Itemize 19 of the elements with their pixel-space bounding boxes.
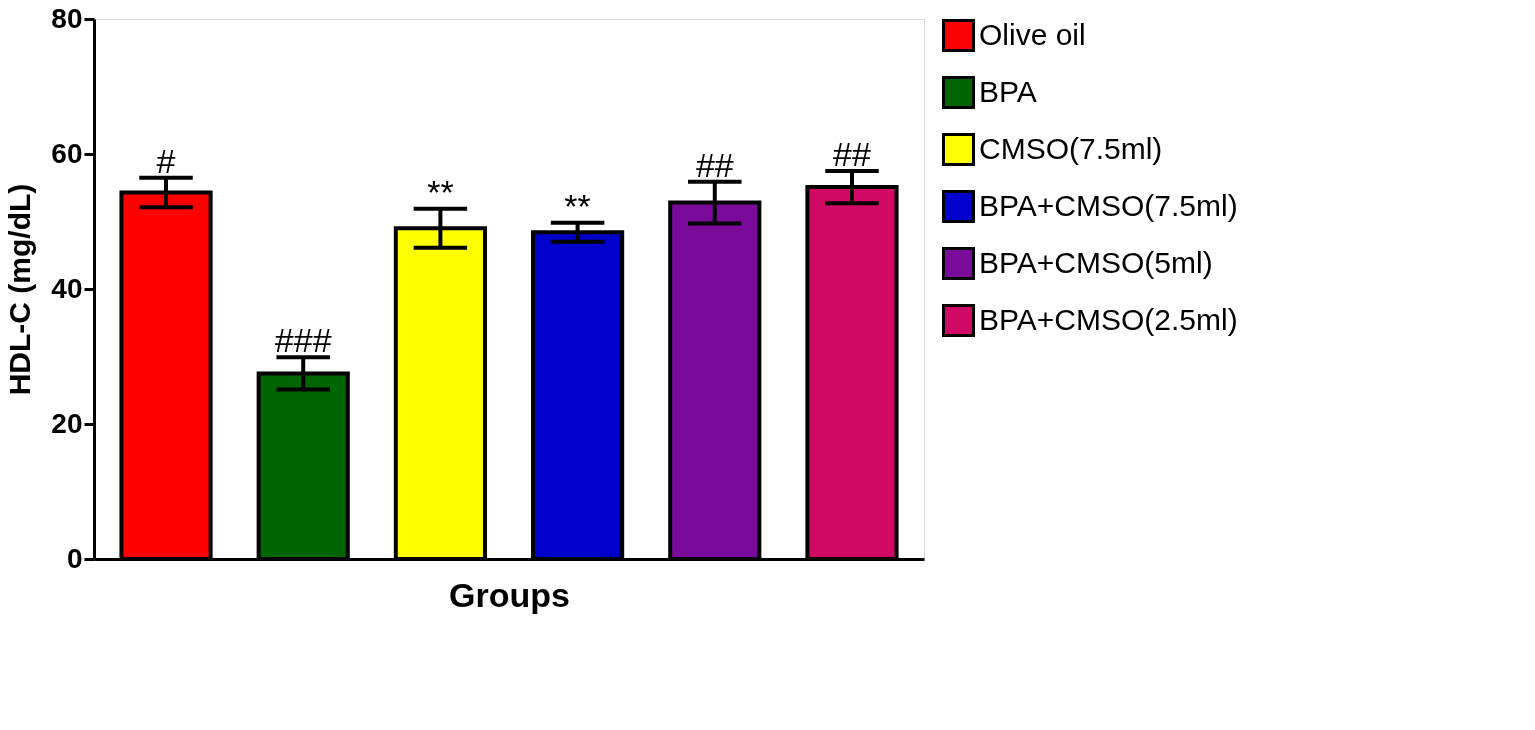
legend-label: Olive oil — [979, 17, 1086, 51]
y-tick-label: 60 — [51, 137, 83, 169]
annotation: ** — [564, 186, 591, 225]
y-axis-title: HDL-C (mg/dL) — [3, 183, 37, 396]
y-tick-label: 20 — [51, 407, 83, 439]
annotation: ## — [695, 145, 734, 184]
y-tick-label: 40 — [51, 272, 83, 304]
annotation: ### — [274, 321, 332, 360]
legend-label: BPA+CMSO(2.5ml) — [979, 302, 1238, 336]
legend-label: BPA+CMSO(5ml) — [979, 245, 1213, 279]
y-tick-label: 0 — [66, 542, 83, 574]
legend-label: BPA — [979, 74, 1037, 108]
annotation: ** — [427, 172, 454, 211]
legend-label: CMSO(7.5ml) — [979, 131, 1163, 165]
x-axis-title: Groups — [449, 575, 570, 614]
annotation: ## — [833, 134, 871, 173]
legend-label: BPA+CMSO(7.5ml) — [979, 188, 1238, 222]
y-tick-label: 80 — [51, 2, 83, 34]
annotation: # — [156, 141, 176, 180]
